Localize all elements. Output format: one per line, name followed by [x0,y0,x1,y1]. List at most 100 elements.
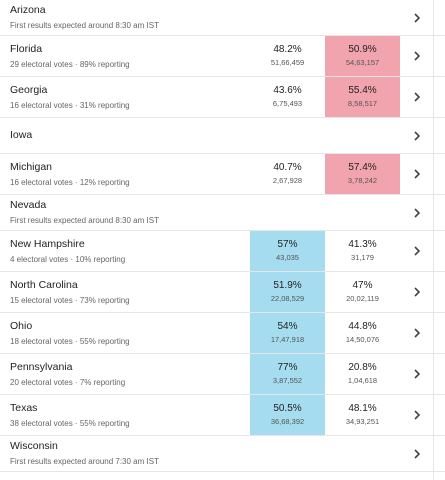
candidate-a-result: 51.9% 22,08,529 [250,272,325,312]
candidate-b-result: 55.4% 8,58,517 [325,77,400,117]
chevron-right-icon[interactable] [411,168,423,180]
state-name: Pennsylvania [10,360,73,373]
state-subtext: 15 electoral votes · 73% reporting [10,295,130,305]
state-info: Nevada First results expected around 8:30… [0,199,250,226]
vote-count: 1,04,618 [347,376,378,385]
state-info: New Hampshire 4 electoral votes · 10% rep… [0,238,250,265]
candidate-b-result: 47% 20,02,119 [325,272,400,312]
candidate-a-result: 57% 43,035 [250,231,325,271]
state-row-iowa[interactable]: Iowa [0,118,445,154]
vote-count: 31,179 [351,253,374,262]
vote-count: 51,66,459 [270,58,305,67]
state-info: Wisconsin First results expected around 7… [0,440,250,467]
candidate-a-result: 43.6% 6,75,493 [250,77,325,117]
vote-count: 36,68,392 [270,417,305,426]
state-name: Ohio [10,319,33,332]
state-info: Georgia 16 electoral votes · 31% reportin… [0,84,250,111]
chevron-right-icon[interactable] [411,327,423,339]
vote-percentage: 48.1% [348,403,377,414]
vote-count: 2,67,928 [272,176,303,185]
state-row-nevada[interactable]: Nevada First results expected around 8:30… [0,195,445,231]
state-name: Michigan [10,160,53,173]
chevron-right-icon[interactable] [411,50,423,62]
state-info: Michigan 16 electoral votes · 12% reporti… [0,161,250,188]
vote-count: 43,035 [276,253,299,262]
right-divider [433,0,434,480]
state-name: Nevada [10,199,47,211]
candidate-a-result: 77% 3,87,552 [250,354,325,394]
state-name: Georgia [10,83,48,96]
state-name: Iowa [10,129,33,141]
vote-count: 6,75,493 [272,99,303,108]
state-row-wisconsin[interactable]: Wisconsin First results expected around 7… [0,436,445,472]
candidate-a-result: 54% 17,47,918 [250,313,325,353]
vote-percentage: 40.7% [273,162,302,173]
candidate-a-result: 40.7% 2,67,928 [250,154,325,194]
state-row-arizona[interactable]: Arizona First results expected around 8:3… [0,0,445,36]
vote-count: 54,63,157 [345,58,380,67]
chevron-right-icon[interactable] [411,91,423,103]
state-subtext: 29 electoral votes · 89% reporting [10,59,130,69]
state-row-georgia[interactable]: Georgia 16 electoral votes · 31% reportin… [0,77,445,118]
chevron-right-icon[interactable] [411,130,423,142]
chevron-right-icon[interactable] [411,245,423,257]
vote-percentage: 41.3% [348,239,377,250]
chevron-right-icon[interactable] [411,286,423,298]
chevron-right-icon[interactable] [411,409,423,421]
vote-count: 17,47,918 [270,335,305,344]
state-subtext: First results expected around 8:30 am IS… [10,21,159,30]
state-row-pennsylvania[interactable]: Pennsylvania 20 electoral votes · 7% repo… [0,354,445,395]
state-subtext: First results expected around 7:30 am IS… [10,457,159,466]
state-info: Pennsylvania 20 electoral votes · 7% repo… [0,361,250,388]
state-name: North Carolina [10,278,78,291]
state-row-florida[interactable]: Florida 29 electoral votes · 89% reportin… [0,36,445,77]
state-subtext: 16 electoral votes · 31% reporting [10,100,130,110]
state-subtext: 4 electoral votes · 10% reporting [10,254,126,264]
vote-count: 34,93,251 [345,417,380,426]
chevron-right-icon[interactable] [411,448,423,460]
state-info: Iowa [0,129,250,142]
candidate-b-result: 57.4% 3,78,242 [325,154,400,194]
state-info: Arizona First results expected around 8:3… [0,4,250,31]
vote-count: 3,78,242 [347,176,378,185]
state-name: New Hampshire [10,237,85,250]
candidate-a-result: 48.2% 51,66,459 [250,36,325,76]
vote-percentage: 51.9% [273,280,302,291]
candidate-b-result: 48.1% 34,93,251 [325,395,400,435]
candidate-b-result: 44.8% 14,50,076 [325,313,400,353]
candidate-b-result: 41.3% 31,179 [325,231,400,271]
vote-count: 3,87,552 [272,376,303,385]
vote-percentage: 55.4% [348,85,377,96]
state-row-michigan[interactable]: Michigan 16 electoral votes · 12% reporti… [0,154,445,195]
state-row-north-carolina[interactable]: North Carolina 15 electoral votes · 73% r… [0,272,445,313]
vote-count: 8,58,517 [347,99,378,108]
vote-percentage: 47% [352,280,373,291]
vote-percentage: 48.2% [273,44,302,55]
chevron-right-icon[interactable] [411,368,423,380]
state-info: Ohio 18 electoral votes · 55% reporting [0,320,250,347]
state-subtext: 18 electoral votes · 55% reporting [10,336,130,346]
vote-count: 14,50,076 [345,335,380,344]
vote-percentage: 77% [277,362,298,373]
state-row-ohio[interactable]: Ohio 18 electoral votes · 55% reporting 54… [0,313,445,354]
state-name: Wisconsin [10,440,58,452]
state-subtext: 38 electoral votes · 55% reporting [10,418,130,428]
vote-percentage: 43.6% [273,85,302,96]
state-row-texas[interactable]: Texas 38 electoral votes · 55% reporting 5… [0,395,445,436]
state-subtext: 20 electoral votes · 7% reporting [10,377,126,387]
candidate-b-result: 20.8% 1,04,618 [325,354,400,394]
state-info: North Carolina 15 electoral votes · 73% r… [0,279,250,306]
vote-percentage: 20.8% [348,362,377,373]
vote-percentage: 50.9% [348,44,377,55]
vote-percentage: 54% [277,321,298,332]
vote-count: 22,08,529 [270,294,305,303]
state-row-new-hampshire[interactable]: New Hampshire 4 electoral votes · 10% rep… [0,231,445,272]
chevron-right-icon[interactable] [411,12,423,24]
vote-percentage: 57.4% [348,162,377,173]
chevron-right-icon[interactable] [411,207,423,219]
state-name: Texas [10,401,38,414]
state-name: Florida [10,42,43,55]
state-info: Florida 29 electoral votes · 89% reportin… [0,43,250,70]
state-subtext: 16 electoral votes · 12% reporting [10,177,130,187]
candidate-b-result: 50.9% 54,63,157 [325,36,400,76]
